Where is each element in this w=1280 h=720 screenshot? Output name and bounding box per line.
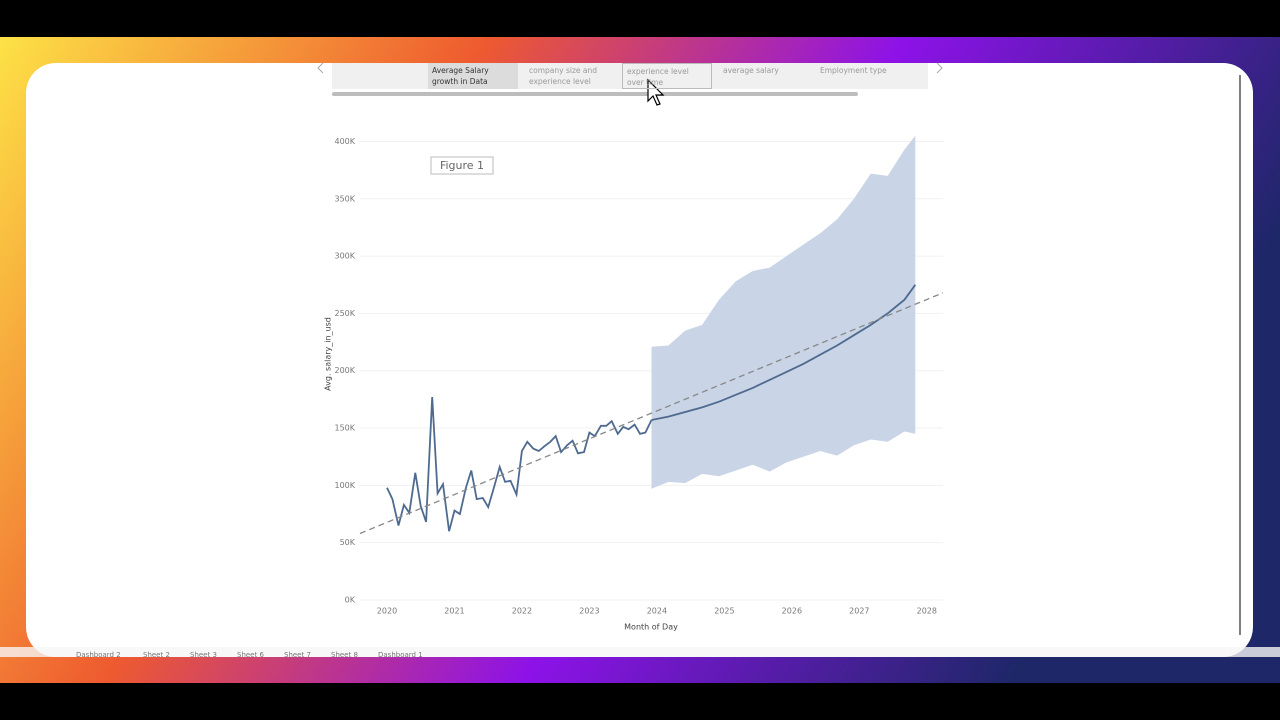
sheet-bar [0,647,1280,657]
dashboard-tab[interactable]: Employment type [820,66,887,75]
x-tick-label: 2028 [917,607,937,616]
x-axis-title: Month of Day [624,623,678,632]
mouse-cursor [647,78,665,106]
salary-line [386,397,653,532]
window [26,63,1253,657]
y-tick-label: 100K [334,481,355,490]
x-tick-label: 2021 [444,607,464,616]
tab-next[interactable] [936,62,943,74]
sheet-tab[interactable]: Dashboard 1 [378,651,423,659]
x-tick-label: 2022 [512,607,532,616]
y-tick-label: 150K [334,424,355,433]
trend-line [359,292,944,535]
annotation-box [430,156,494,175]
forecast-band [651,135,916,489]
x-tick-label: 2027 [849,607,869,616]
sheet-tab[interactable]: Sheet 3 [190,651,217,659]
x-tick-label: 2026 [782,607,802,616]
y-tick-label: 50K [340,538,356,547]
y-tick-label: 350K [334,194,355,203]
dashboard-tab[interactable]: Average Salary growth in Data Science [428,63,518,89]
y-axis-title: Avg. salary_in_usd [324,317,333,391]
x-tick-label: 2020 [377,607,397,616]
sheet-tab[interactable]: Sheet 2 [143,651,170,659]
dashboard-tab[interactable]: experience level over time [622,63,712,89]
y-tick-label: 300K [334,252,355,261]
salary-line [651,284,917,421]
dashboard-tab[interactable]: company size and experience level [529,66,597,86]
x-tick-label: 2023 [579,607,599,616]
sheet-tab[interactable]: Dashboard 2 [76,651,121,659]
sheet-tab[interactable]: Sheet 7 [284,651,311,659]
x-tick-label: 2024 [647,607,667,616]
y-tick-label: 250K [334,309,355,318]
y-tick-label: 200K [334,366,355,375]
y-tick-label: 400K [334,137,355,146]
annotation: Figure 1 [440,159,484,172]
dashboard-tab[interactable]: average salary [723,66,779,75]
y-tick-label: 0K [345,596,356,605]
x-tick-label: 2025 [714,607,734,616]
tab-scrollbar[interactable] [332,92,858,96]
tab-prev[interactable] [317,62,324,74]
sheet-tab[interactable]: Sheet 6 [237,651,264,659]
sheet-tab[interactable]: Sheet 8 [331,651,358,659]
